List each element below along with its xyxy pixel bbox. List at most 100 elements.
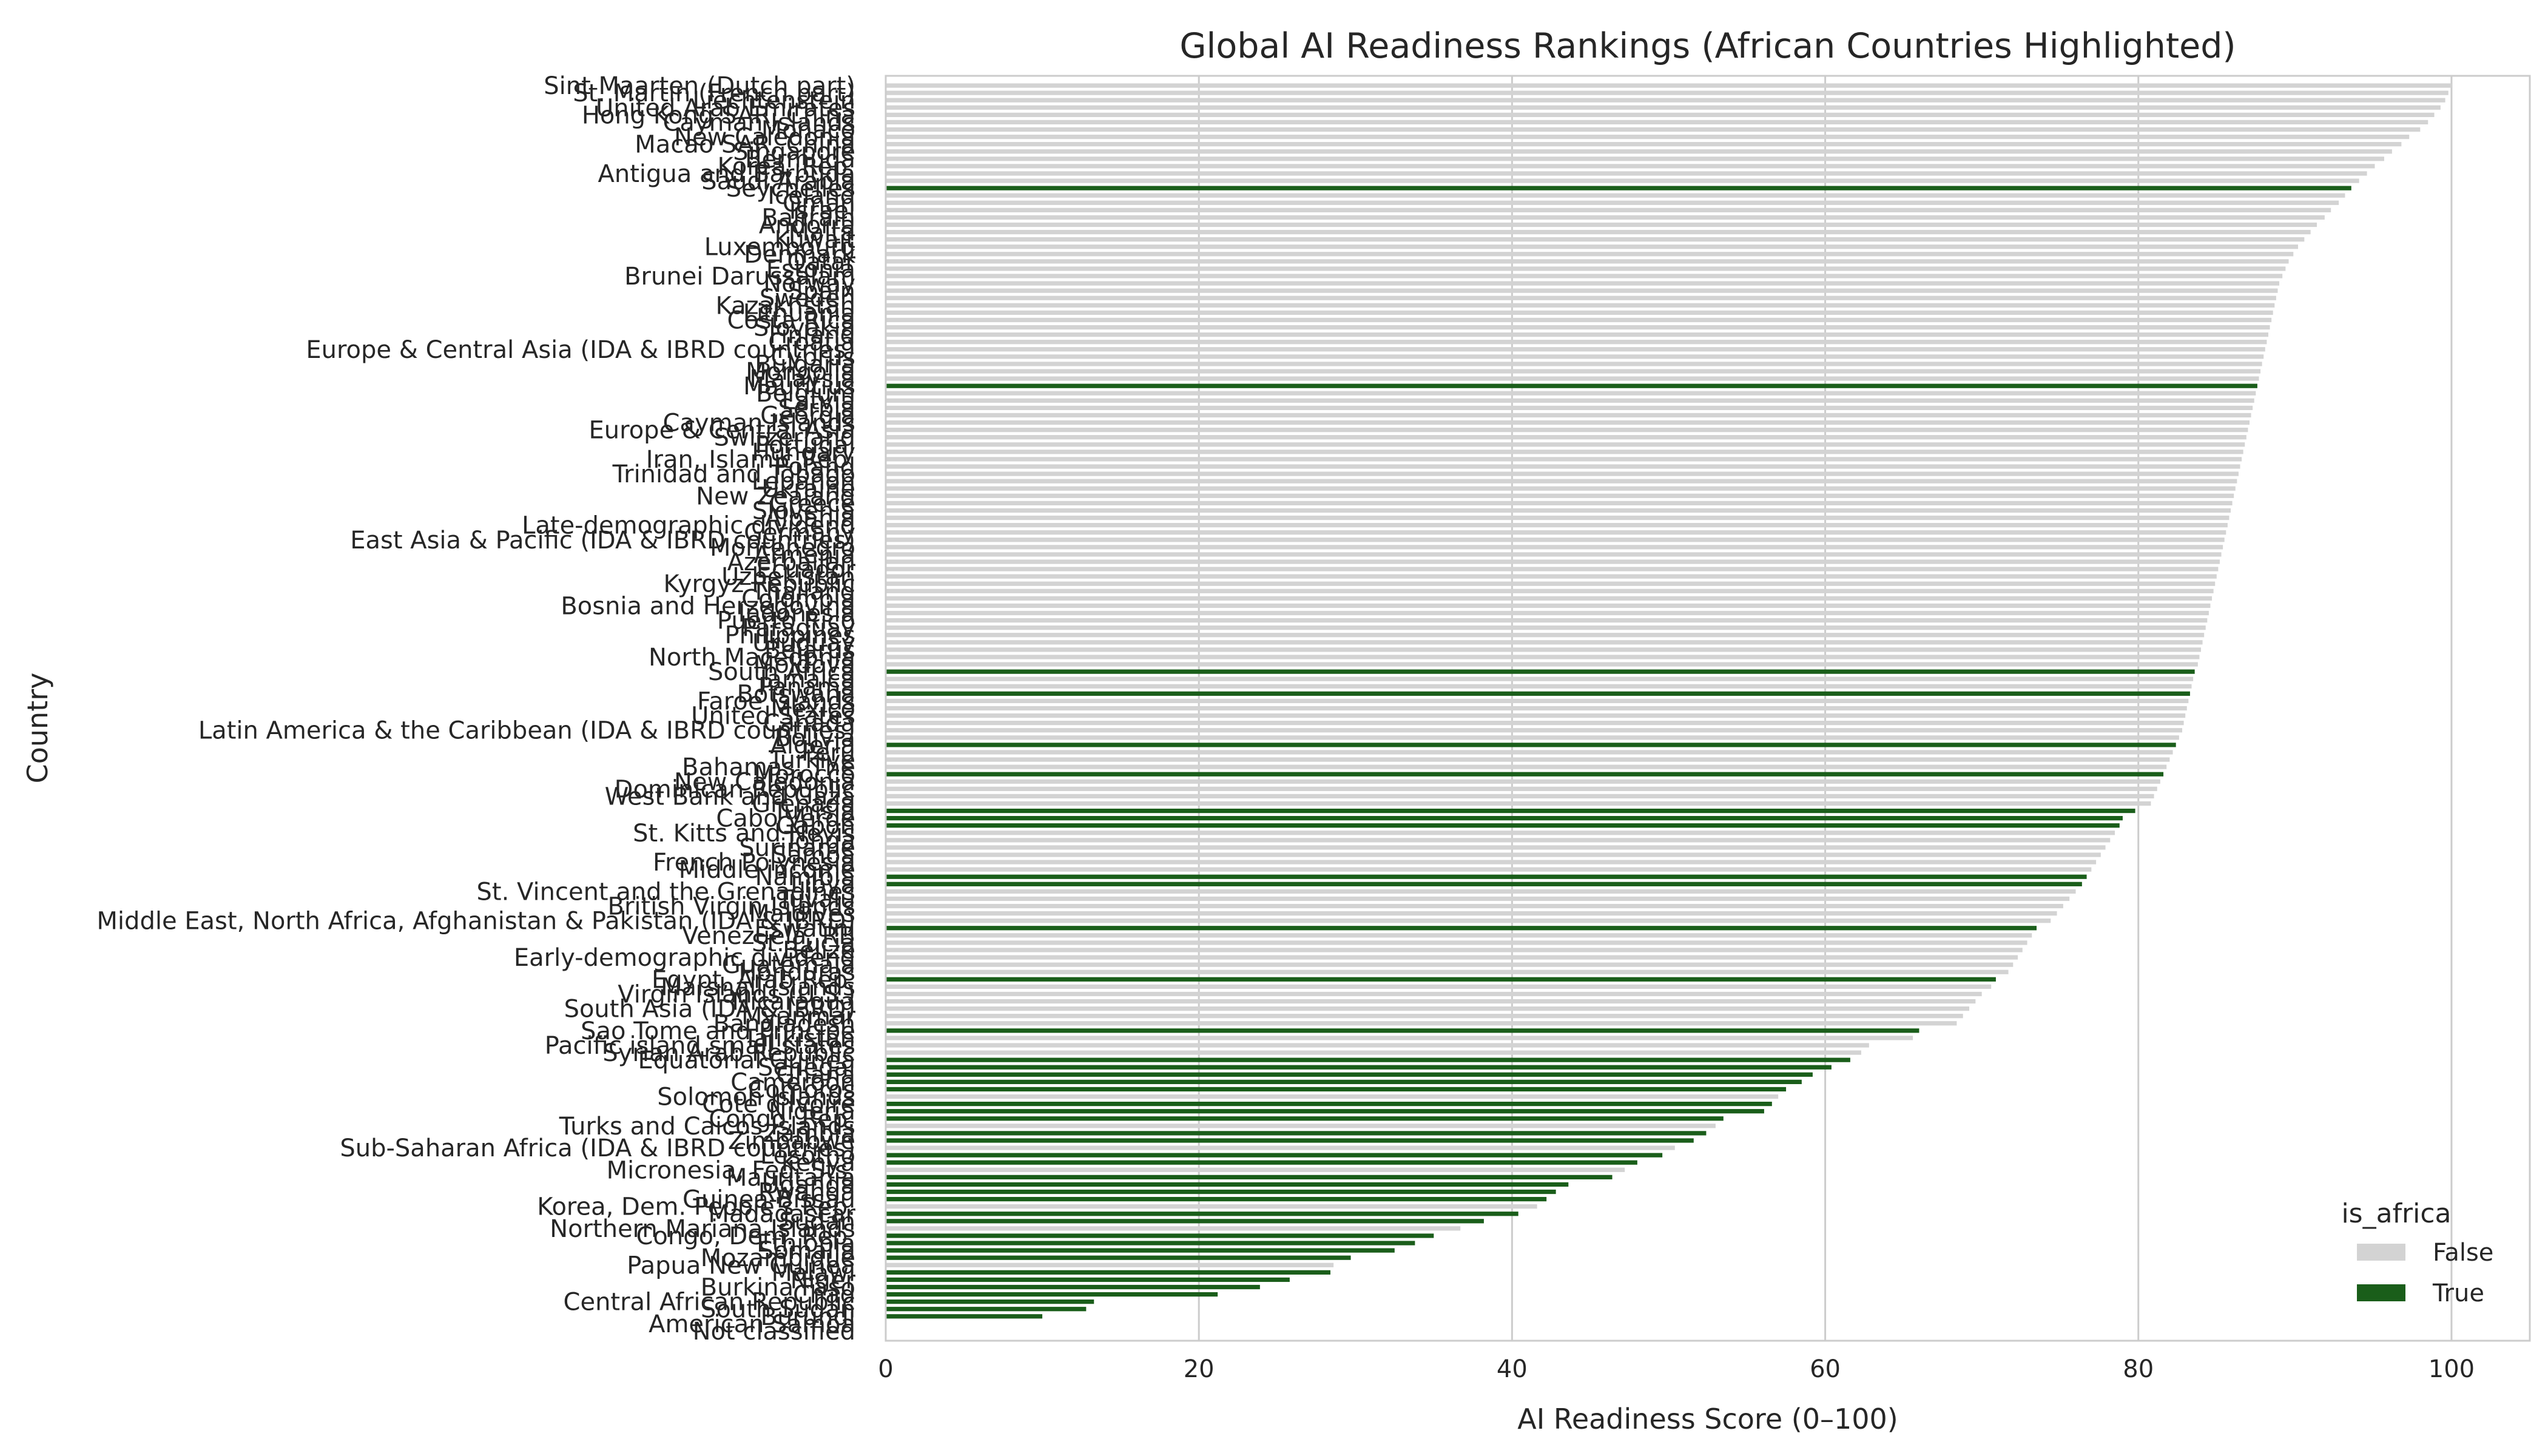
y-tick-label: South Sudan [701,1296,855,1324]
bar-africa [886,1292,1218,1297]
bar-africa [886,926,2037,931]
bar-non-africa [886,933,2032,938]
bar-non-africa [886,295,2276,300]
plot-frame [885,75,2531,1342]
bar-non-africa [886,281,2280,286]
bar-non-africa [886,596,2213,601]
y-tick-label: Macao SAR, China [635,131,855,159]
bar-non-africa [886,889,2076,894]
bar-africa [886,977,1996,982]
bar-non-africa [886,413,2251,418]
bar-non-africa [886,435,2246,440]
y-tick-label: Thailand [750,578,855,605]
y-tick-label: Moldova [753,651,855,679]
bar-non-africa [886,493,2234,498]
y-tick-label: Qatar [787,248,855,276]
bar-non-africa [886,698,2189,704]
x-tick-label: 100 [2428,1355,2475,1383]
y-tick-label: New Caledonia [674,124,855,152]
y-tick-label: Slovakia [753,314,855,342]
y-tick-label: Sudan [779,1208,855,1236]
bar-non-africa [886,193,2345,198]
bar-africa [886,383,2257,388]
y-axis-label: Country [21,673,54,784]
y-tick-label: St. Lucia [752,929,855,957]
bar-non-africa [886,200,2339,205]
y-tick-label: Venezuela, RB [682,922,855,950]
bar-non-africa [886,735,2179,740]
y-tick-label: Belarus [764,636,855,664]
bar-non-africa [886,567,2219,571]
y-tick-label: Uganda [762,1171,855,1199]
bar-non-africa [886,83,2452,88]
bar-non-africa [886,237,2305,242]
y-tick-label: Puerto Rico [717,607,855,635]
bar-non-africa [886,259,2289,264]
bar-africa [886,1175,1613,1179]
bar-africa [886,1277,1290,1282]
bar-non-africa [886,918,2051,923]
bar-non-africa [886,164,2375,169]
y-tick-label: Finland [769,322,855,349]
x-tick-label: 40 [1497,1355,1528,1383]
y-tick-label: East Asia & Pacific (IDA & IBRD countrie… [350,527,855,554]
bar-non-africa [886,786,2157,791]
bar-non-africa [886,1204,1537,1209]
bar-non-africa [886,625,2206,630]
bar-africa [886,1212,1518,1216]
y-tick-label: Portugal [755,431,855,459]
y-tick-label: Chad [793,1281,855,1309]
bar-non-africa [886,750,2173,755]
y-tick-label: Bermuda [745,146,855,174]
y-tick-label: St. Vincent and the Grenadines [477,878,855,906]
bar-africa [886,669,2195,674]
y-tick-label: Nigeria [769,1098,855,1126]
y-tick-label: Botswana [736,680,855,708]
y-tick-label: Tonga [784,827,855,855]
y-tick-label: Marshall Islands [661,973,855,1001]
y-tick-label: Iran, Islamic Rep. [646,446,855,474]
y-tick-label: Turkiye [768,746,855,774]
y-tick-label: Azerbaijan [727,548,855,576]
y-tick-label: Indonesia [738,600,855,628]
y-tick-label: Panama [758,673,855,701]
bar-africa [886,1079,1802,1084]
y-tick-label: Uzbekistan [721,563,855,591]
bar-non-africa [886,288,2278,293]
y-tick-label: Belize [783,937,855,965]
y-tick-label: Iceland [767,182,855,210]
bar-non-africa [886,903,2063,909]
legend-title: is_africa [2341,1198,2451,1229]
y-tick-label: Zimbabwe [728,1127,855,1155]
bar-non-africa [886,222,2317,228]
bar-non-africa [886,633,2205,638]
y-tick-label: Maldives [749,900,855,928]
bar-non-africa [886,398,2254,403]
y-tick-label: Europe & Central Asia (IDA & IBRD countr… [306,336,855,364]
legend-swatch-true [2357,1284,2405,1301]
bar-africa [886,1028,1919,1033]
bar-non-africa [886,332,2268,337]
y-tick-label: Morocco [754,761,855,789]
y-tick-label: Myanmar [741,1003,856,1031]
bar-africa [886,1160,1637,1165]
y-tick-label: Korea, Dem. People's Rep. [537,1193,855,1221]
bar-non-africa [886,662,2198,667]
bar-africa [886,1109,1764,1114]
bar-africa [886,1219,1484,1224]
bar-non-africa [886,867,2092,872]
bar-africa [886,1233,1434,1238]
bar-non-africa [886,999,1976,1004]
bar-non-africa [886,655,2200,659]
y-tick-labels: Sint Maarten (Dutch part)St. Martin (Fre… [96,72,855,1346]
y-tick-label: Bangladesh [713,1010,855,1038]
y-tick-label: Antigua and Barbuda [598,160,856,188]
bar-non-africa [886,1167,1625,1172]
y-tick-label: Canada [763,710,855,738]
y-tick-label: Estonia [766,255,855,283]
bar-africa [886,1072,1813,1077]
y-tick-label: Dominican Republic [615,775,855,803]
bar-non-africa [886,90,2449,95]
bar-non-africa [886,581,2216,586]
